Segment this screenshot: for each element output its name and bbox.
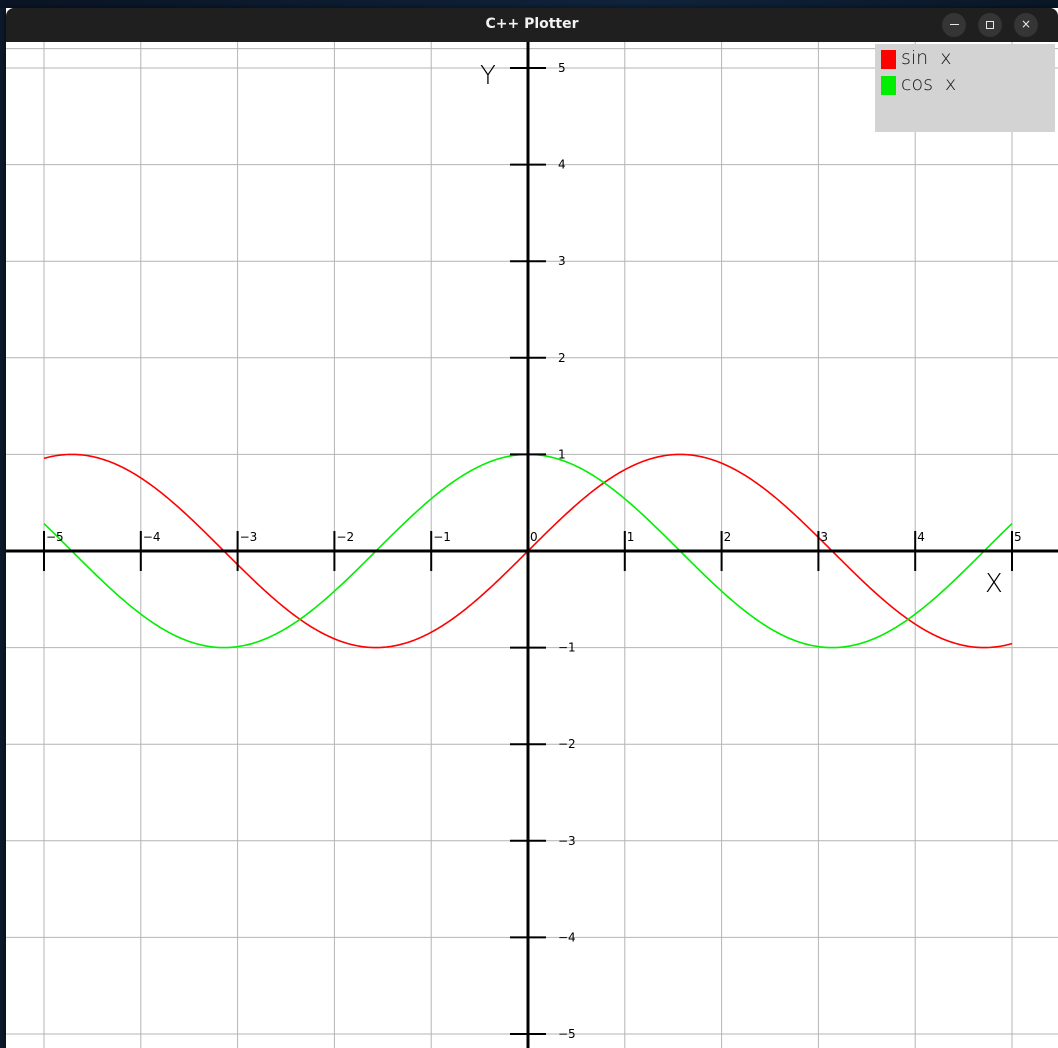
x-axis-label: X xyxy=(985,569,1003,599)
x-tick-label: −4 xyxy=(143,530,161,544)
window-title: C++ Plotter xyxy=(485,16,579,32)
y-tick-label: −2 xyxy=(558,737,576,751)
legend-swatch-cos xyxy=(881,76,896,95)
legend-swatch-sin xyxy=(881,50,896,69)
y-tick-label: 4 xyxy=(558,158,566,172)
y-tick-label: 2 xyxy=(558,351,566,365)
x-tick-label: −2 xyxy=(336,530,354,544)
y-tick-label: −4 xyxy=(558,930,576,944)
y-tick-label: 1 xyxy=(558,447,566,461)
legend: sin x cos x xyxy=(875,44,1055,132)
y-tick-label: −3 xyxy=(558,834,576,848)
y-tick-label: −1 xyxy=(558,641,576,655)
maximize-icon xyxy=(986,20,994,29)
x-tick-label: 4 xyxy=(917,530,925,544)
axes: −5 −4 −3 −2 −1 0 1 2 3 4 5 5 4 3 2 1 −1 −2 −3 −4 −5 xyxy=(6,42,1058,1048)
grid xyxy=(6,42,1058,1048)
y-tick-label: 5 xyxy=(558,61,566,75)
x-tick-label: −1 xyxy=(433,530,451,544)
minimize-button[interactable] xyxy=(942,13,966,37)
minimize-icon xyxy=(949,24,959,25)
plotter-window: C++ Plotter × −5 −4 −3 −2 −1 0 1 2 3 4 5 5 4 3 2 1 −1 −2−… xyxy=(6,8,1058,1048)
x-tick-label: 2 xyxy=(724,530,732,544)
legend-label-sin: sin x xyxy=(901,47,952,69)
chart-svg: −5 −4 −3 −2 −1 0 1 2 3 4 5 5 4 3 2 1 −1 −2 −3 −4 −5 Y X xyxy=(6,42,1058,1048)
x-tick-label: −3 xyxy=(240,530,258,544)
y-axis-label: Y xyxy=(480,61,496,91)
x-tick-label: 5 xyxy=(1014,530,1022,544)
x-tick-label: −5 xyxy=(46,530,64,544)
titlebar[interactable]: C++ Plotter × xyxy=(6,8,1058,42)
close-icon: × xyxy=(1020,17,1032,31)
plot-canvas: −5 −4 −3 −2 −1 0 1 2 3 4 5 5 4 3 2 1 −1 −2 −3 −4 −5 Y X sin … xyxy=(6,42,1058,1048)
y-tick-label: 3 xyxy=(558,254,566,268)
close-button[interactable]: × xyxy=(1014,13,1038,37)
x-tick-label: 1 xyxy=(627,530,635,544)
maximize-button[interactable] xyxy=(978,13,1002,37)
x-tick-label: 0 xyxy=(530,530,538,544)
x-tick-label: 3 xyxy=(820,530,828,544)
y-tick-label: −5 xyxy=(558,1027,576,1041)
legend-label-cos: cos x xyxy=(901,73,957,95)
desktop-background xyxy=(0,0,1058,8)
